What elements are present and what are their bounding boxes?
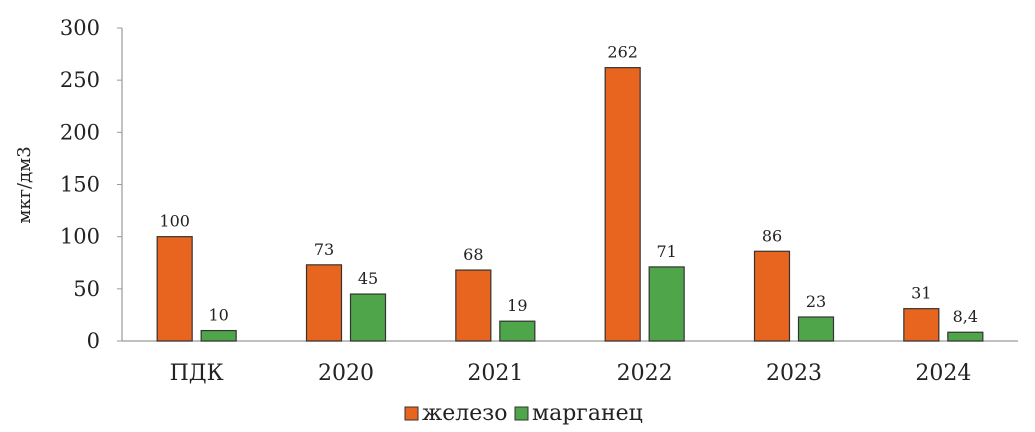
y-tick-label: 300: [60, 16, 100, 40]
y-tick-label: 150: [60, 173, 100, 197]
x-category-label: 2020: [318, 361, 374, 386]
x-category-label: 2022: [617, 361, 673, 386]
y-tick-label: 250: [60, 68, 100, 92]
bar-марганец-2023: [797, 316, 835, 342]
y-tick-label: 50: [73, 277, 100, 301]
data-label: 100: [159, 212, 190, 231]
bar-марганец-2024: [947, 331, 984, 342]
bar-марганец-ПДК: [200, 329, 237, 342]
data-label: 71: [656, 242, 676, 261]
x-category-label: ПДК: [170, 361, 224, 386]
bar-железо-2023: [753, 250, 791, 342]
x-category-label: 2023: [766, 361, 822, 386]
x-category-label: 2024: [915, 361, 971, 386]
y-axis-title: мкг/дм3: [14, 146, 35, 223]
data-label: 73: [314, 240, 334, 259]
legend-label: марганец: [532, 401, 643, 426]
data-label: 8,4: [953, 307, 978, 326]
bar-железо-2022: [604, 67, 641, 342]
legend-label: железо: [422, 401, 508, 426]
legend-swatch-марганец: [514, 406, 529, 421]
x-category-label: 2021: [467, 361, 523, 386]
data-label: 86: [762, 226, 782, 245]
bar-марганец-2020: [349, 293, 387, 342]
data-label: 23: [806, 292, 826, 311]
bar-железо-2024: [903, 308, 940, 342]
data-label: 19: [507, 296, 527, 315]
data-label: 68: [463, 245, 483, 264]
data-label: 10: [208, 306, 228, 325]
bar-железо-2021: [455, 269, 492, 342]
y-tick-label: 0: [87, 329, 100, 353]
bar-марганец-2022: [648, 266, 685, 342]
legend-swatch-железо: [404, 406, 419, 421]
data-label: 31: [911, 284, 931, 303]
data-label: 45: [358, 269, 378, 288]
y-tick-label: 100: [60, 225, 100, 249]
data-label: 262: [607, 43, 638, 62]
bar-марганец-2021: [499, 320, 536, 342]
bar-железо-2020: [305, 264, 343, 342]
bar-железо-ПДК: [156, 236, 193, 342]
legend: железо марганец: [404, 401, 643, 426]
y-tick-label: 200: [60, 120, 100, 144]
